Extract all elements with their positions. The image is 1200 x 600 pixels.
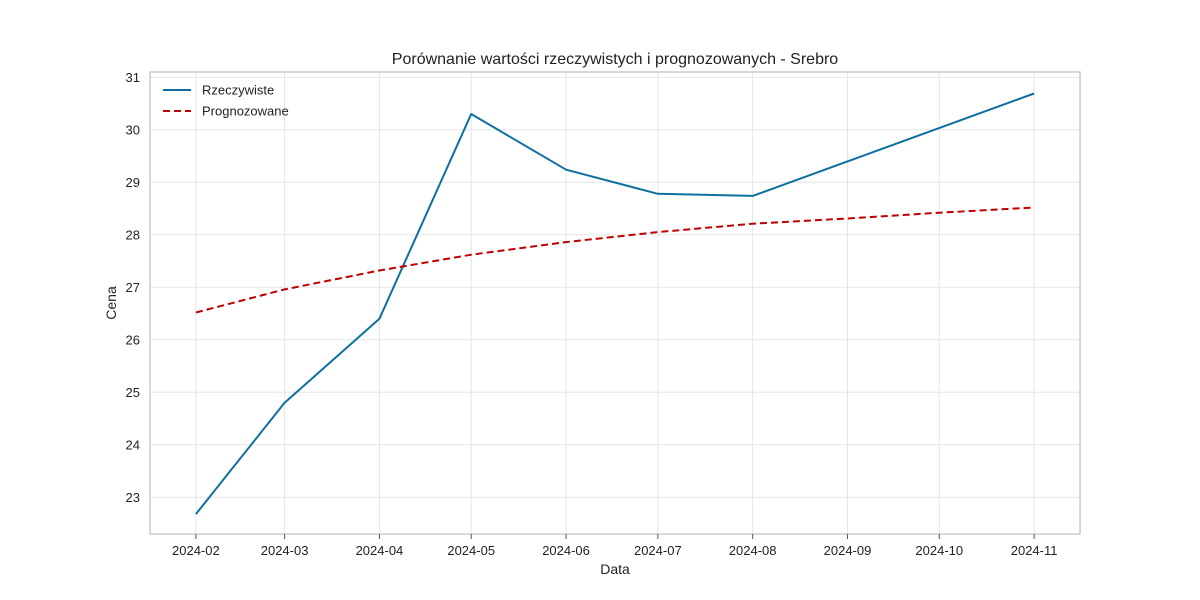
y-tick-label: 26	[126, 332, 140, 347]
legend-label: Prognozowane	[202, 104, 289, 119]
grid-layer	[150, 72, 1080, 534]
y-tick-label: 24	[126, 437, 140, 452]
x-tick-label: 2024-07	[634, 543, 682, 558]
y-tick-label: 25	[126, 385, 140, 400]
y-tick-label: 30	[126, 122, 140, 137]
x-tick-label: 2024-02	[172, 543, 220, 558]
x-tick-label: 2024-08	[729, 543, 777, 558]
series-line-rzeczywiste	[195, 92, 1035, 515]
plot-frame	[149, 71, 1081, 535]
series-layer	[195, 92, 1035, 515]
y-tick-label: 29	[126, 175, 140, 190]
legend: Rzeczywiste Prognozowane	[163, 83, 289, 119]
x-tick-label: 2024-05	[447, 543, 495, 558]
y-tick-label: 31	[126, 70, 140, 85]
y-tick-label: 27	[126, 280, 140, 295]
chart-title: Porównanie wartości rzeczywistych i prog…	[392, 51, 839, 68]
x-axis-label: Data	[600, 561, 630, 577]
x-tick-label: 2024-03	[261, 543, 309, 558]
x-tick-label: 2024-10	[915, 543, 963, 558]
x-tick-label: 2024-04	[356, 543, 404, 558]
x-tick-label: 2024-06	[542, 543, 590, 558]
tick-layer: 2024-02 2024-03 2024-04 2024-05 2024-06 2024-…	[126, 70, 1058, 558]
x-tick-label: 2024-11	[1011, 543, 1058, 558]
legend-label: Rzeczywiste	[202, 83, 274, 98]
y-tick-label: 23	[126, 490, 140, 505]
y-axis-label: Cena	[103, 286, 119, 320]
y-tick-label: 28	[126, 227, 140, 242]
series-line-prognozowane	[195, 206, 1035, 314]
x-tick-label: 2024-09	[824, 543, 872, 558]
